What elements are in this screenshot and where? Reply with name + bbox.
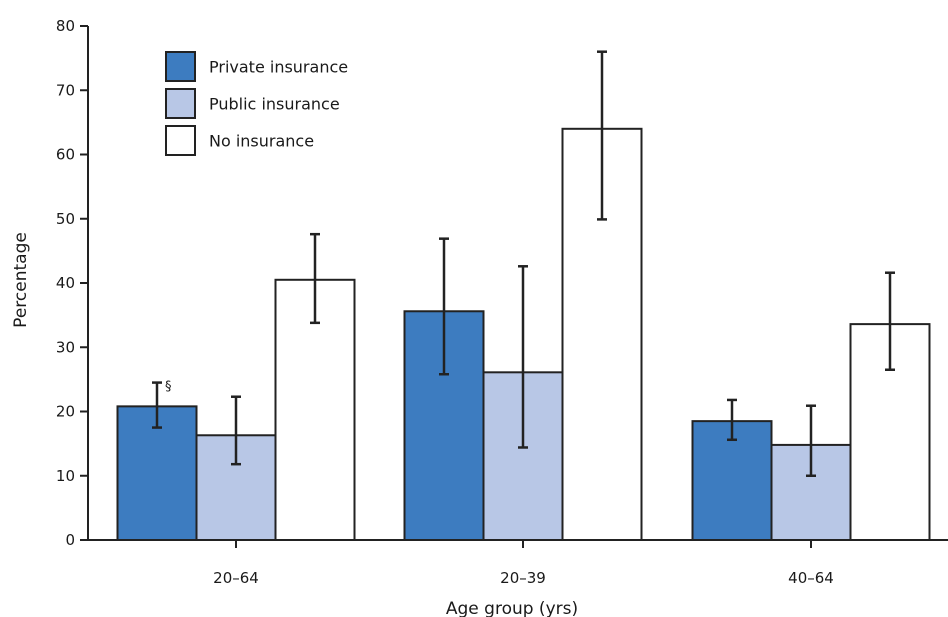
- legend: Private insurance Public insurance No insu…: [165, 51, 348, 156]
- y-ticks: 0 10 20 30 40 50 60 70 80: [56, 17, 88, 549]
- y-tick-label: 0: [65, 531, 75, 549]
- x-ticks: 20–64 20–39 40–64: [213, 540, 834, 587]
- y-tick-label: 70: [56, 81, 75, 99]
- x-tick-label: 40–64: [788, 569, 834, 587]
- x-tick-label: 20–39: [500, 569, 546, 587]
- annotations: §: [165, 380, 172, 395]
- y-tick-label: 50: [56, 210, 75, 228]
- y-tick-label: 20: [56, 403, 75, 421]
- legend-label-private-insurance: Private insurance: [209, 58, 348, 77]
- legend-label-public-insurance: Public insurance: [209, 95, 340, 114]
- y-axis-title: Percentage: [11, 232, 31, 328]
- y-tick-label: 10: [56, 467, 75, 485]
- legend-swatch-no-insurance: [165, 125, 196, 156]
- x-axis-title: Age group (yrs): [446, 599, 578, 617]
- bars: [116, 127, 931, 542]
- annotation-footnote-mark: §: [165, 380, 172, 395]
- legend-swatch-private-insurance: [165, 51, 196, 82]
- y-tick-label: 30: [56, 338, 75, 356]
- y-tick-label: 80: [56, 17, 75, 35]
- x-tick-label: 20–64: [213, 569, 259, 587]
- legend-label-no-insurance: No insurance: [209, 132, 314, 151]
- y-tick-label: 40: [56, 274, 75, 292]
- y-tick-label: 60: [56, 146, 75, 164]
- legend-swatch-public-insurance: [165, 88, 196, 119]
- error-bars: [152, 50, 895, 477]
